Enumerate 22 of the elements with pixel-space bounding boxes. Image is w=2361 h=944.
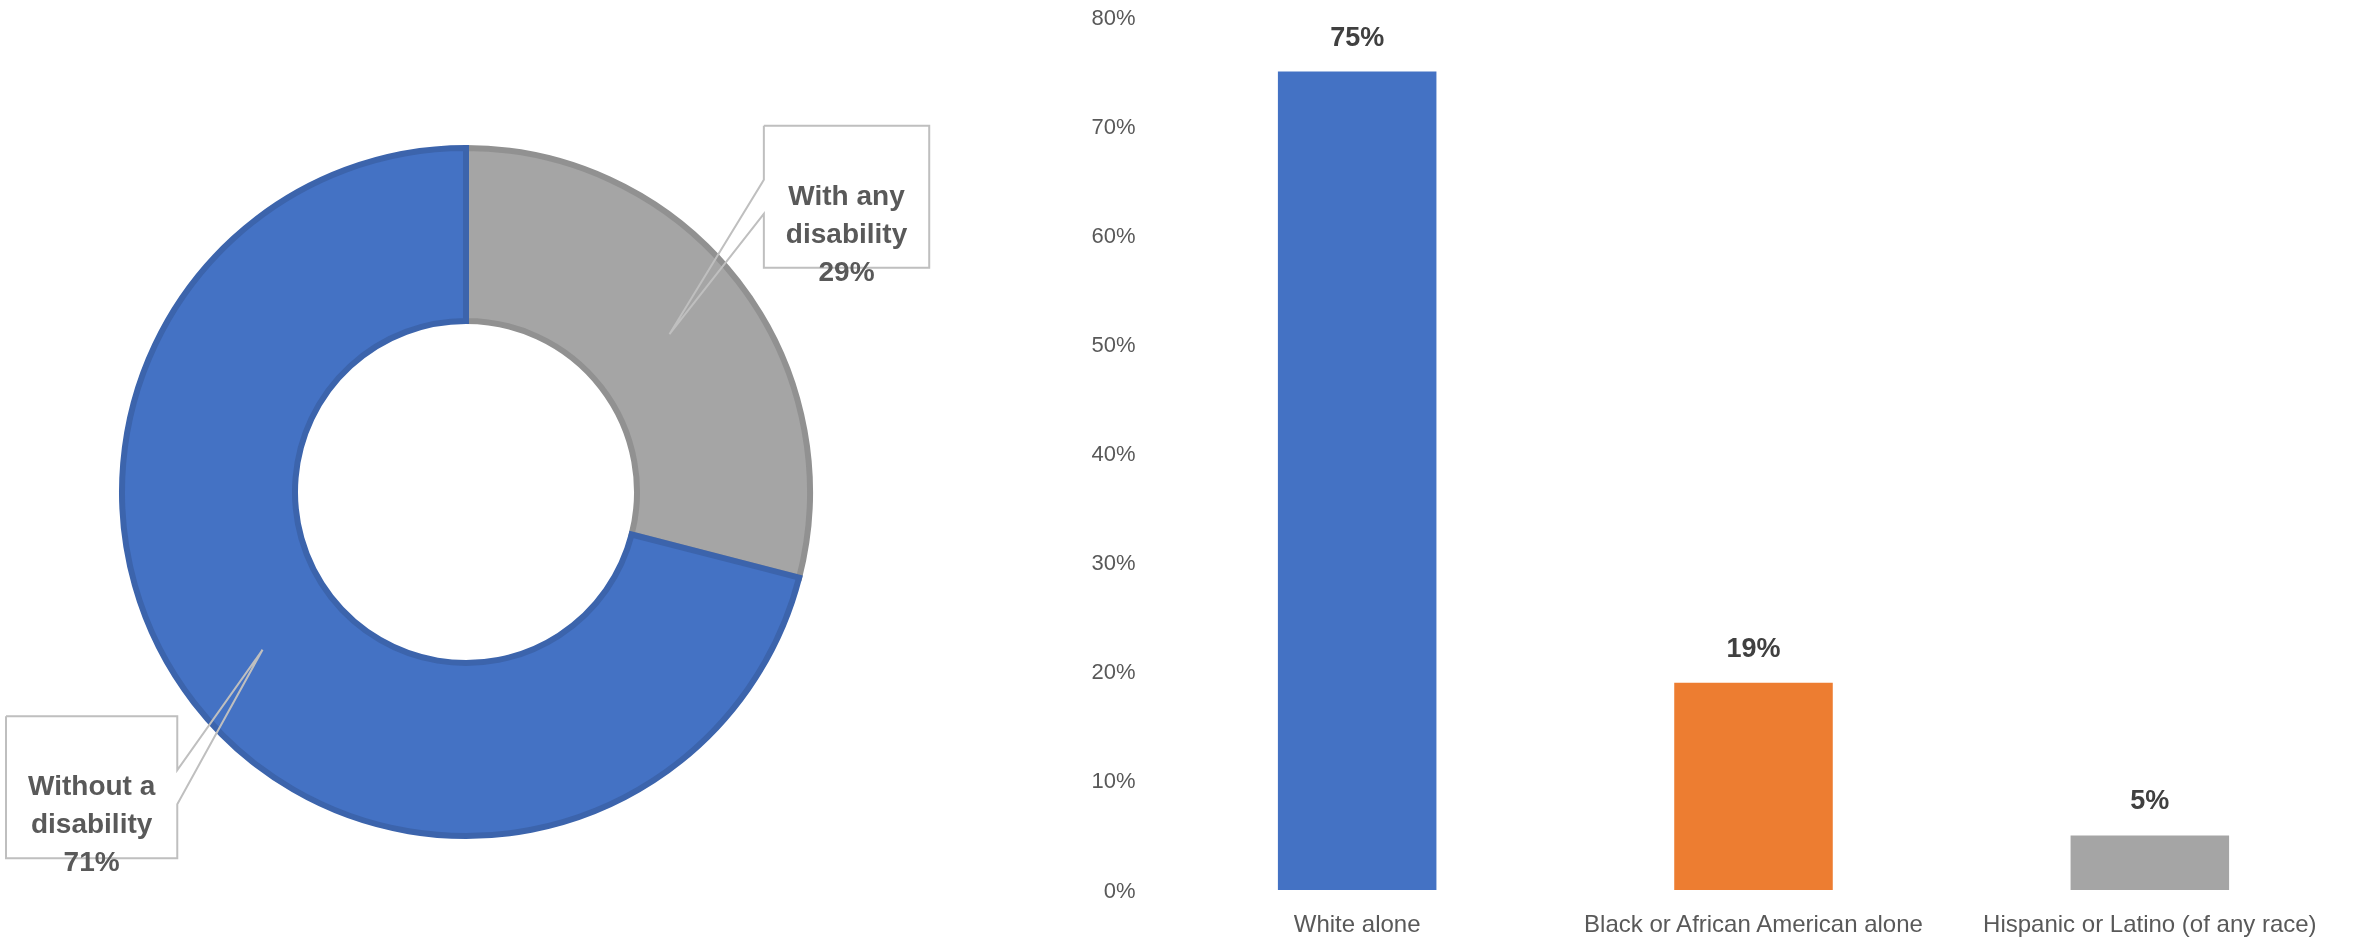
y-tick-label: 10% <box>1091 768 1136 794</box>
data-label: 5% <box>2130 785 2170 816</box>
y-tick-label: 30% <box>1091 550 1136 576</box>
y-tick-label: 20% <box>1091 659 1136 685</box>
y-tick-label: 0% <box>1103 877 1136 903</box>
data-label: 71% <box>63 846 120 878</box>
y-tick-label: 40% <box>1091 441 1136 466</box>
data-label: 19% <box>1726 632 1781 663</box>
y-tick-label: 80% <box>1091 4 1136 30</box>
bar <box>2070 835 2230 890</box>
data-label: 29% <box>818 255 875 287</box>
bar <box>1277 71 1437 890</box>
slice-label: Without a disability <box>28 770 156 840</box>
y-tick-label: 70% <box>1091 113 1136 139</box>
y-tick-label: 60% <box>1091 222 1136 248</box>
bar <box>1674 682 1833 890</box>
x-tick-label: Black or African American alone <box>1584 909 1923 937</box>
y-tick-label: 50% <box>1091 331 1136 357</box>
data-label: 75% <box>1330 21 1385 52</box>
x-tick-label: White alone <box>1293 909 1421 937</box>
x-tick-label: Hispanic or Latino (of any race) <box>1983 909 2317 937</box>
slice-label: With any disability <box>785 179 908 249</box>
